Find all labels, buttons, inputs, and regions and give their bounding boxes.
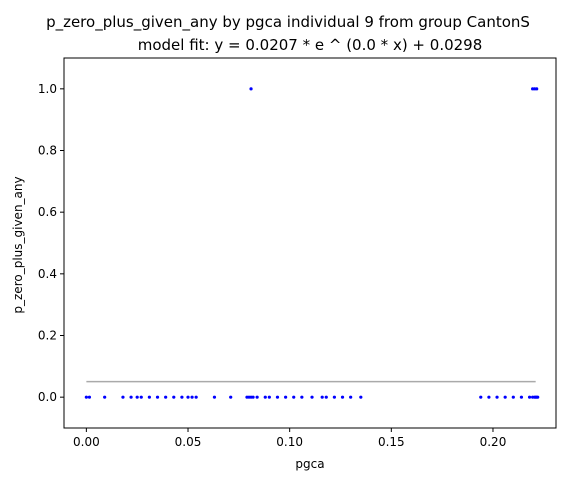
data-point bbox=[212, 395, 217, 399]
data-point bbox=[103, 395, 107, 399]
data-point bbox=[495, 395, 499, 399]
y-axis-ticks: 0.0 0.2 0.4 0.6 0.8 1.0 bbox=[38, 82, 64, 404]
y-tick-label: 0.0 bbox=[38, 390, 57, 404]
plot-frame bbox=[63, 57, 557, 429]
data-point bbox=[190, 395, 194, 399]
data-point bbox=[536, 395, 540, 399]
data-point bbox=[139, 395, 143, 399]
data-point bbox=[267, 395, 271, 399]
data-point bbox=[121, 395, 125, 399]
data-point bbox=[324, 395, 328, 399]
chart-subtitle: model fit: y = 0.0207 * e ^ (0.0 * x) + … bbox=[138, 36, 483, 54]
data-point bbox=[332, 395, 336, 399]
data-point bbox=[147, 395, 151, 399]
x-tick-label: 0.15 bbox=[378, 435, 405, 449]
data-point bbox=[292, 395, 296, 399]
data-point bbox=[349, 395, 353, 399]
data-point bbox=[129, 395, 133, 399]
y-tick-label: 0.4 bbox=[38, 267, 57, 281]
data-point bbox=[503, 395, 507, 399]
data-point bbox=[84, 395, 88, 399]
x-tick-label: 0.00 bbox=[73, 435, 100, 449]
data-point bbox=[535, 87, 539, 91]
x-tick-label: 0.05 bbox=[175, 435, 202, 449]
y-axis-label: p_zero_plus_given_any bbox=[11, 176, 25, 313]
chart-title: p_zero_plus_given_any by pgca individual… bbox=[46, 13, 530, 32]
data-point bbox=[135, 395, 139, 399]
data-point bbox=[275, 395, 280, 399]
y-tick-label: 1.0 bbox=[38, 82, 57, 96]
data-point bbox=[249, 87, 253, 91]
data-point bbox=[155, 395, 160, 399]
data-point bbox=[251, 395, 255, 399]
data-point bbox=[511, 395, 515, 399]
data-point bbox=[359, 395, 363, 399]
data-point bbox=[340, 395, 345, 399]
y-tick-label: 0.6 bbox=[38, 205, 57, 219]
data-point bbox=[284, 395, 288, 399]
x-axis-label: pgca bbox=[295, 457, 324, 471]
plot-area bbox=[84, 87, 540, 399]
data-point bbox=[310, 395, 314, 399]
data-point bbox=[164, 395, 168, 399]
y-tick-label: 0.8 bbox=[38, 144, 57, 158]
data-point bbox=[320, 395, 324, 399]
data-point bbox=[194, 395, 198, 399]
data-point bbox=[87, 395, 92, 399]
x-tick-label: 0.10 bbox=[276, 435, 303, 449]
data-point bbox=[519, 395, 524, 399]
data-point bbox=[229, 395, 233, 399]
data-point bbox=[479, 395, 483, 399]
x-tick-label: 0.20 bbox=[480, 435, 507, 449]
data-point bbox=[180, 395, 184, 399]
data-point bbox=[527, 395, 532, 399]
data-point bbox=[487, 395, 491, 399]
data-point bbox=[172, 395, 176, 399]
x-axis-ticks: 0.00 0.05 0.10 0.15 0.20 bbox=[73, 428, 506, 449]
y-tick-label: 0.2 bbox=[38, 329, 57, 343]
data-point bbox=[300, 395, 304, 399]
data-point bbox=[263, 395, 267, 399]
data-point bbox=[186, 395, 190, 399]
data-point bbox=[255, 395, 259, 399]
